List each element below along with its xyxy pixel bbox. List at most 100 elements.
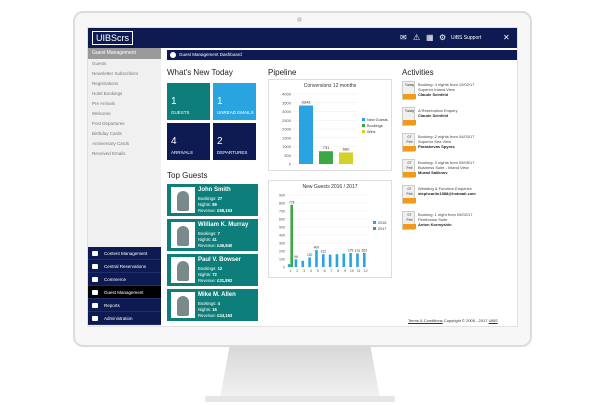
- y-tick-label: 1000: [282, 144, 292, 149]
- guest-card[interactable]: John Smith Bookings: 27 Nights: 89 Revenue:…: [167, 184, 258, 216]
- gear-icon[interactable]: ⚙: [439, 33, 447, 42]
- guest-card[interactable]: Paul V. Bowser Bookings: 12 Nights: 72 Reve…: [167, 254, 258, 286]
- nav-item-icon: [92, 277, 98, 282]
- main-nav-item[interactable]: Administration: [88, 312, 161, 325]
- date-badge: Today: [402, 81, 416, 100]
- collapse-icon[interactable]: ✕: [503, 33, 510, 42]
- brand-link[interactable]: UiBS: [488, 318, 498, 323]
- main-nav-item[interactable]: Central Reservations: [88, 260, 161, 273]
- guest-avatar: [171, 222, 195, 248]
- user-menu[interactable]: UiBS Support: [451, 35, 482, 41]
- date-day: 07: [407, 161, 412, 165]
- bar[interactable]: [315, 250, 318, 267]
- bar[interactable]: [299, 105, 313, 164]
- sidebar-item[interactable]: Newsletter Subscribers: [92, 71, 139, 76]
- main-nav-item[interactable]: Commerce: [88, 273, 161, 286]
- webcam-dot: [297, 17, 302, 22]
- bar[interactable]: [321, 254, 325, 267]
- guest-bookings-value: 4: [217, 301, 220, 306]
- bar[interactable]: [335, 254, 339, 267]
- breadcrumb: Guest Management Dashboard: [167, 50, 517, 60]
- sidebar-item[interactable]: Received Emails: [92, 151, 126, 156]
- activity-item[interactable]: 07 Feb Booking: 3 nights from 09/05/17 Busi…: [402, 159, 512, 182]
- y-tick-label: 400: [279, 234, 285, 238]
- bar[interactable]: [362, 252, 366, 267]
- calendar-icon[interactable]: ▦: [426, 33, 434, 42]
- bar[interactable]: [319, 151, 333, 164]
- sidebar-item[interactable]: Birthday Cards: [92, 131, 122, 136]
- sidebar-item[interactable]: Guests: [92, 61, 107, 66]
- guest-bookings: Bookings: 4: [198, 301, 220, 306]
- bar-value-label: 120: [307, 253, 313, 257]
- bar[interactable]: [294, 259, 298, 267]
- guest-card[interactable]: Mike M. Allen Bookings: 4 Nights: 15 Revenu…: [167, 289, 258, 321]
- bar[interactable]: [308, 257, 311, 267]
- activity-item[interactable]: 07 Feb Wedding & Function Enquiries stephca…: [402, 185, 512, 208]
- alert-icon[interactable]: ⚠: [413, 33, 421, 42]
- guest-avatar: [171, 187, 195, 213]
- sidebar-item[interactable]: Welcome: [92, 111, 111, 116]
- activity-text: Superior Sea View: [418, 139, 452, 144]
- sidebar-submenu: Guests Newsletter Subscribers Registration…: [88, 59, 161, 159]
- bar[interactable]: [342, 253, 346, 267]
- bar[interactable]: [287, 264, 291, 267]
- bar[interactable]: [328, 254, 332, 267]
- main-nav-item[interactable]: Guest Management: [88, 286, 161, 299]
- guest-bookings: Bookings: 27: [198, 196, 222, 201]
- stat-tile[interactable]: 1 GUESTS: [167, 83, 210, 120]
- activity-item[interactable]: 07 Feb Booking: 1 night from 09/02/17 Penth…: [402, 211, 512, 234]
- sidebar-item[interactable]: Hotel Bookings: [92, 91, 123, 96]
- bar[interactable]: [301, 260, 305, 267]
- activity-item[interactable]: Today Booking: 4 nights from 10/02/17 Supe…: [402, 81, 512, 104]
- sidebar-item[interactable]: Post Departures: [92, 121, 125, 126]
- guest-bookings-value: 7: [217, 231, 220, 236]
- bar[interactable]: [339, 152, 353, 164]
- conversions-chart-title: Conversions 12 months: [303, 83, 357, 89]
- monitor-base: [205, 396, 395, 402]
- x-tick-label: 1: [289, 269, 291, 273]
- sidebar-item[interactable]: Anniversary Cards: [92, 141, 130, 146]
- date-day: Today: [404, 109, 415, 113]
- stat-tile[interactable]: 2 DEPARTURES: [213, 123, 256, 160]
- mail-icon[interactable]: ✉: [400, 33, 407, 42]
- bar-value-label: 212: [321, 250, 327, 254]
- date-month: Feb: [406, 192, 413, 196]
- nav-item-icon: [92, 290, 98, 295]
- activity-guest: Claude Seinfeld: [418, 92, 449, 97]
- stat-tile[interactable]: 4 ARRIVALS: [167, 123, 210, 160]
- guest-name: Paul V. Bowser: [198, 257, 241, 263]
- bar[interactable]: [290, 204, 294, 267]
- y-tick-label: 2000: [282, 127, 292, 132]
- bar[interactable]: [349, 253, 352, 267]
- x-tick-label: 3: [303, 269, 305, 273]
- y-tick-label: 200: [279, 250, 285, 254]
- y-tick-label: 3000: [282, 109, 292, 114]
- guest-card[interactable]: William K. Murray Bookings: 7 Nights: 41 Re…: [167, 219, 258, 251]
- activity-item[interactable]: 07 Feb Booking: 2 nights from 04/03/17 Supe…: [402, 133, 512, 156]
- guest-bookings-label: Bookings:: [198, 231, 217, 236]
- legend-label: 2016: [378, 221, 386, 225]
- conversions-chart-svg: 4000 3500 3000 2500 2000 1500 1000 500 0 3343 731 6…: [282, 92, 388, 167]
- activity-text: Wedding & Function Enquiries: [418, 186, 472, 191]
- main-nav-label: Guest Management: [104, 290, 144, 295]
- main-nav-item[interactable]: Content Management: [88, 247, 161, 260]
- guest-bookings: Bookings: 7: [198, 231, 220, 236]
- app-logo[interactable]: UIBScrs: [92, 31, 134, 45]
- legend-swatch: [362, 118, 365, 121]
- main-nav-label: Administration: [104, 316, 133, 321]
- tile-label: DEPARTURES: [217, 150, 248, 155]
- main-nav-item[interactable]: Reports: [88, 299, 161, 312]
- activity-guest: Claude Seinfeld: [418, 113, 449, 118]
- bar[interactable]: [356, 253, 359, 267]
- sidebar-item[interactable]: Registrations: [92, 81, 119, 86]
- terms-link[interactable]: Terms & Conditions: [408, 318, 443, 323]
- guest-bookings: Bookings: 12: [198, 266, 222, 271]
- guest-nights-label: Nights:: [198, 272, 212, 277]
- activity-item[interactable]: Today A Reservation Enquiry Claude Seinfel…: [402, 107, 512, 130]
- sidebar-header[interactable]: Guest Management: [88, 48, 161, 59]
- guest-name: John Smith: [198, 187, 231, 193]
- legend-swatch: [373, 221, 376, 224]
- stat-tile[interactable]: 1 UNREAD EMAILS: [213, 83, 256, 120]
- guest-revenue-value: £58,153: [217, 208, 233, 213]
- sidebar-item[interactable]: Pre Arrivals: [92, 101, 116, 106]
